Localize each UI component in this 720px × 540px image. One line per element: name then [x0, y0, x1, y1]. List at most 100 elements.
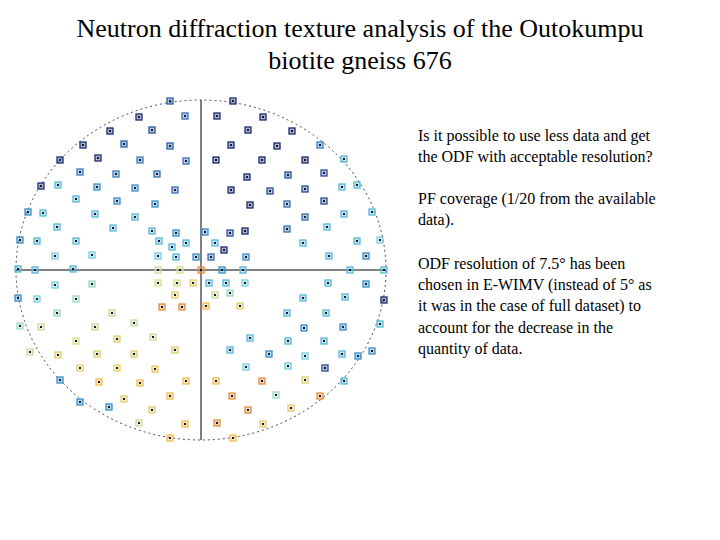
point: [243, 364, 249, 370]
point: [172, 347, 178, 353]
point: [182, 113, 188, 119]
point: [152, 201, 158, 207]
point: [228, 187, 234, 193]
note-line: ODF resolution of 7.5° has been: [418, 254, 625, 274]
point: [285, 338, 291, 344]
point: [73, 338, 79, 344]
point: [121, 141, 127, 147]
point: [80, 142, 86, 148]
point: [52, 282, 58, 288]
point: [285, 363, 291, 369]
point: [212, 292, 218, 298]
point: [182, 421, 188, 427]
point: [341, 378, 347, 384]
point: [300, 240, 306, 246]
point: [214, 420, 220, 426]
point: [274, 143, 280, 149]
point: [73, 196, 79, 202]
point: [213, 157, 219, 163]
point: [342, 294, 348, 300]
point: [57, 377, 63, 383]
point: [94, 184, 100, 190]
point: [38, 324, 44, 330]
point: [273, 392, 279, 398]
point: [284, 226, 290, 232]
point: [223, 280, 229, 286]
point: [114, 336, 120, 342]
point: [113, 171, 119, 177]
point: [300, 295, 306, 301]
point: [317, 393, 323, 399]
point: [109, 310, 115, 316]
point: [259, 378, 265, 384]
point: [172, 292, 178, 298]
point: [326, 253, 332, 259]
point: [317, 142, 323, 148]
point: [17, 323, 23, 329]
point: [227, 347, 233, 353]
point: [213, 378, 219, 384]
point: [114, 365, 120, 371]
point: [284, 201, 290, 207]
grid-line: [201, 100, 202, 440]
point: [214, 113, 220, 119]
point: [52, 253, 58, 259]
point: [137, 380, 143, 386]
point: [369, 209, 375, 215]
point: [155, 267, 161, 273]
slide: Neutron diffraction texture analysis of …: [0, 0, 720, 540]
point: [354, 182, 360, 188]
note-line: the ODF with acceptable resolution?: [418, 147, 653, 167]
point: [159, 304, 165, 310]
point: [363, 281, 369, 287]
point: [54, 310, 60, 316]
point: [212, 240, 218, 246]
point: [17, 237, 23, 243]
point: [167, 435, 173, 441]
point: [259, 157, 265, 163]
point: [77, 365, 83, 371]
frame: [16, 100, 386, 440]
point: [242, 228, 248, 234]
point: [245, 127, 251, 133]
point: [73, 238, 79, 244]
point: [221, 247, 227, 253]
point: [77, 169, 83, 175]
point: [302, 377, 308, 383]
point: [323, 310, 329, 316]
point: [289, 128, 295, 134]
point: [155, 280, 161, 286]
point: [96, 379, 102, 385]
point: [229, 393, 235, 399]
point: [202, 229, 208, 235]
point: [190, 280, 196, 286]
point: [339, 184, 345, 190]
point: [70, 266, 76, 272]
point: [302, 186, 308, 192]
point: [27, 349, 33, 355]
point: [154, 171, 160, 177]
point: [149, 127, 155, 133]
point: [381, 297, 387, 303]
point: [230, 98, 236, 104]
point: [237, 303, 243, 309]
point: [121, 396, 127, 402]
point: [206, 280, 212, 286]
point: [40, 210, 46, 216]
point: [15, 266, 21, 272]
point: [107, 128, 113, 134]
note-line: data).: [418, 210, 454, 230]
point: [227, 290, 233, 296]
point: [34, 238, 40, 244]
point: [341, 156, 347, 162]
point: [38, 183, 44, 189]
point: [227, 230, 233, 236]
point: [32, 267, 38, 273]
point: [240, 267, 246, 273]
point: [169, 244, 175, 250]
point: [15, 295, 21, 301]
point: [321, 198, 327, 204]
point: [381, 267, 387, 273]
point: [94, 351, 100, 357]
point: [152, 366, 158, 372]
